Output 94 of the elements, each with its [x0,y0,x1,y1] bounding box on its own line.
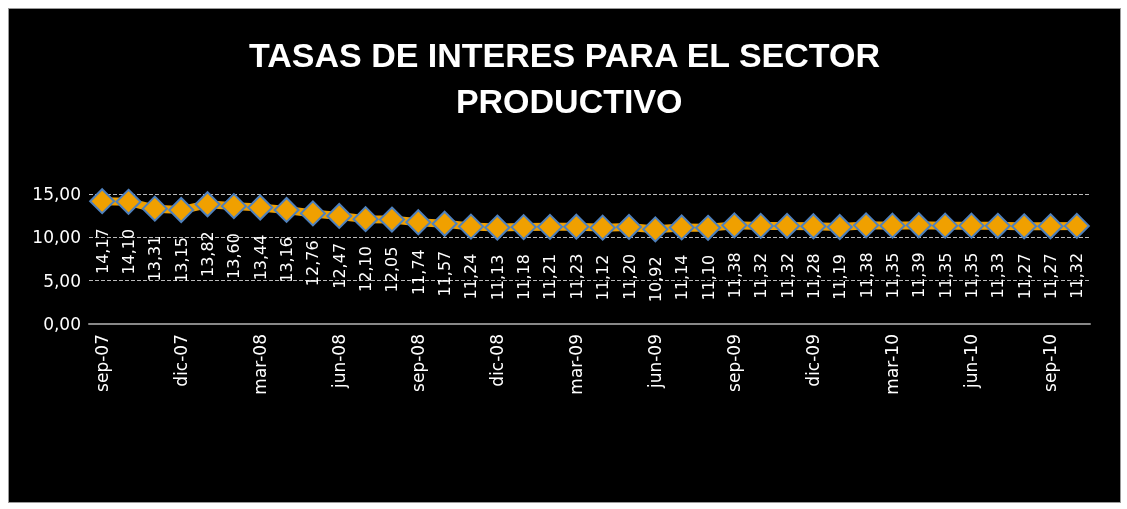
point [484,214,511,241]
chart-title: TASAS DE INTERES PARA EL SECTOR PRODUCTIVO [249,36,880,120]
point [431,210,458,237]
data-label: 13,15 [171,237,191,283]
point [1037,213,1064,240]
data-label: 11,14 [672,254,692,301]
data-label: 11,35 [935,252,955,299]
data-label: 11,74 [408,249,428,296]
data-label: 11,21 [540,253,560,300]
data-label: 11,27 [1014,253,1034,300]
y-tick-label: 5,00 [43,270,81,291]
point [510,214,537,241]
x-tick-label: jun-08 [329,334,350,390]
y-tick-label: 15,00 [32,184,81,204]
x-tick-label: dic-07 [171,334,192,387]
point [879,212,906,239]
data-label: 11,20 [619,253,639,300]
data-label: 13,44 [250,234,270,281]
point [984,212,1011,239]
point [774,212,801,239]
point [115,188,142,215]
point [299,200,326,227]
point [958,212,985,239]
data-label: 12,10 [356,246,376,292]
x-tick-label: mar-08 [250,334,271,395]
point [800,213,827,240]
x-tick-label: dic-08 [487,334,508,387]
x-tick-label: sep-09 [724,334,745,392]
point [141,195,168,222]
x-tick-label: jun-10 [961,334,982,390]
data-label: 11,18 [514,254,534,300]
data-label: 14,17 [92,228,112,275]
point [536,213,563,240]
point [168,197,195,224]
data-label: 11,32 [751,252,771,299]
point [220,193,247,220]
data-label: 11,35 [961,252,981,299]
point [616,213,643,240]
y-tick-label: 0,00 [43,314,81,334]
data-label: 11,39 [909,252,929,299]
x-tick-label: sep-07 [92,334,113,392]
data-label: 11,57 [435,250,455,297]
point [89,188,116,215]
point [695,214,722,241]
data-label: 11,35 [882,252,902,299]
x-tick-label: sep-10 [1040,334,1061,392]
point [721,212,748,239]
point [589,214,616,241]
point [326,202,353,229]
x-tick-label: sep-08 [408,334,429,392]
data-label: 11,28 [803,253,823,300]
data-label: 14,10 [119,228,139,275]
point [905,212,932,239]
point [747,212,774,239]
point [853,212,880,239]
x-tick-label: mar-09 [566,334,587,395]
data-label: 11,13 [487,254,507,301]
point [352,206,379,233]
x-tick-label: jun-09 [645,334,666,390]
point [273,196,300,223]
data-label: 11,27 [1040,253,1060,300]
point [405,209,432,236]
data-label: 11,38 [724,252,744,299]
data-label: 11,12 [593,254,613,301]
data-label: 13,60 [224,233,244,279]
x-tick-label: mar-10 [882,334,903,395]
data-label: 10,92 [645,256,665,303]
point [1011,213,1038,240]
point [194,191,221,218]
y-tick-label: 10,00 [32,227,81,248]
point [642,216,669,243]
point [668,214,695,241]
data-label: 12,47 [329,242,349,289]
data-label: 11,24 [461,253,481,300]
point [563,213,590,240]
point [247,194,274,221]
point [932,212,959,239]
x-tick-label: dic-09 [803,334,824,387]
data-label: 11,33 [988,252,1008,299]
data-label: 11,10 [698,254,718,301]
data-label: 13,31 [145,235,165,282]
data-label: 11,23 [566,253,586,300]
data-label: 11,32 [777,252,797,299]
data-label: 12,05 [382,246,402,293]
point [378,206,405,233]
data-label: 12,76 [303,240,323,287]
point [826,214,853,241]
data-label: 13,16 [277,236,297,283]
point [1063,212,1090,239]
data-label: 11,38 [856,252,876,299]
data-label: 11,19 [830,254,850,300]
data-label: 13,82 [198,231,218,278]
data-label: 11,32 [1067,252,1087,299]
point [457,213,484,240]
